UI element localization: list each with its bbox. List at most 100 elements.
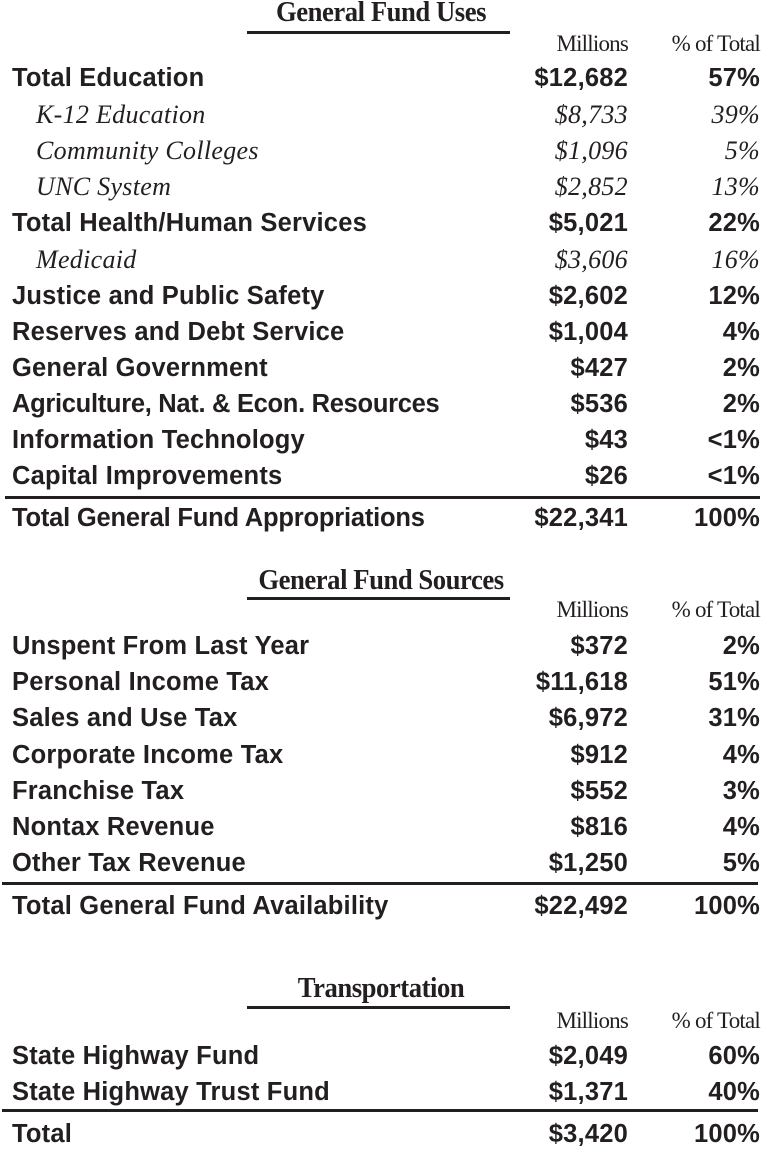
transportation-col-millions-header: Millions (556, 1008, 628, 1033)
sources-row: Corporate Income Tax $912 4% (0, 737, 762, 773)
transportation-col-pct-header: % of Total (671, 1008, 761, 1033)
row-value: $912 (570, 741, 628, 769)
uses-row: Agriculture, Nat. & Econ. Resources $536… (0, 386, 762, 422)
uses-row: Information Technology $43 <1% (0, 422, 762, 458)
row-pct: 16% (711, 245, 760, 274)
transportation-title: Transportation (297, 972, 465, 1004)
uses-row: Reserves and Debt Service $1,004 4% (0, 314, 762, 350)
sources-title: General Fund Sources (258, 564, 504, 596)
row-pct: 13% (711, 172, 760, 201)
row-value: $1,250 (548, 849, 628, 877)
row-value: $3,606 (554, 245, 628, 274)
row-label: Other Tax Revenue (12, 849, 246, 877)
row-label: Sales and Use Tax (12, 704, 238, 732)
sources-row: Sales and Use Tax $6,972 31% (0, 700, 762, 736)
sources-row: Unspent From Last Year $372 2% (0, 628, 762, 664)
transportation-total-row: Total $3,420 100% (0, 1116, 762, 1152)
row-label: State Highway Fund (12, 1042, 260, 1070)
uses-title: General Fund Uses (275, 0, 487, 28)
uses-title-underline (247, 31, 510, 34)
sources-row: Other Tax Revenue $1,250 5% (0, 845, 762, 881)
uses-total-row: Total General Fund Appropriations $22,34… (0, 500, 762, 536)
row-pct: 5% (724, 136, 760, 165)
row-value: $2,852 (554, 172, 628, 201)
row-label: Information Technology (12, 426, 305, 454)
row-pct: 60% (708, 1042, 760, 1070)
sources-col-millions-header: Millions (556, 597, 628, 622)
row-pct: 2% (722, 632, 760, 660)
row-value: $552 (570, 777, 628, 805)
uses-row: Community Colleges $1,096 5% (0, 133, 762, 169)
uses-row: UNC System $2,852 13% (0, 169, 762, 205)
row-label: Personal Income Tax (12, 668, 270, 696)
uses-total-divider (5, 496, 760, 499)
uses-row: Justice and Public Safety $2,602 12% (0, 278, 762, 314)
row-value: $2,602 (548, 282, 628, 310)
row-pct: 57% (708, 64, 760, 92)
uses-row: Total Education $12,682 57% (0, 60, 762, 96)
row-label: Medicaid (36, 245, 137, 274)
uses-row: Total Health/Human Services $5,021 22% (0, 205, 762, 241)
sources-row: Nontax Revenue $816 4% (0, 809, 762, 845)
row-value: $12,682 (534, 64, 628, 92)
row-label: Corporate Income Tax (12, 741, 284, 769)
transportation-title-underline (247, 1006, 510, 1009)
total-value: $22,341 (534, 504, 628, 532)
sources-title-underline (247, 597, 510, 600)
row-pct: 39% (711, 100, 760, 129)
row-pct: 2% (722, 390, 760, 418)
row-pct: 4% (722, 318, 760, 346)
row-pct: 4% (722, 741, 760, 769)
row-label: Capital Improvements (12, 462, 283, 490)
row-label: Total Health/Human Services (12, 209, 367, 237)
row-value: $43 (584, 426, 628, 454)
uses-col-pct-header: % of Total (671, 31, 761, 56)
row-pct: 5% (722, 849, 760, 877)
transportation-row: State Highway Trust Fund $1,371 40% (0, 1074, 762, 1110)
row-value: $2,049 (548, 1042, 628, 1070)
row-pct: 40% (708, 1078, 760, 1106)
total-label: Total General Fund Appropriations (12, 504, 425, 532)
sources-total-row: Total General Fund Availability $22,492 … (0, 888, 762, 924)
row-pct: 31% (708, 704, 760, 732)
row-label: Total Education (12, 64, 205, 92)
total-label: Total (12, 1120, 73, 1148)
row-pct: 12% (708, 282, 760, 310)
row-label: K-12 Education (36, 100, 206, 129)
sources-col-pct-header: % of Total (671, 597, 761, 622)
row-value: $5,021 (548, 209, 628, 237)
row-pct: 2% (722, 354, 760, 382)
row-value: $536 (570, 390, 628, 418)
row-label: Franchise Tax (12, 777, 185, 805)
row-value: $6,972 (548, 704, 628, 732)
uses-row: Medicaid $3,606 16% (0, 242, 762, 278)
row-label: Community Colleges (36, 136, 259, 165)
uses-col-millions-header: Millions (556, 31, 628, 56)
row-value: $1,096 (554, 136, 628, 165)
row-label: General Government (12, 354, 268, 382)
row-value: $1,371 (548, 1078, 628, 1106)
row-label: Agriculture, Nat. & Econ. Resources (12, 390, 440, 418)
row-value: $11,618 (535, 668, 628, 696)
row-pct: <1% (707, 426, 760, 454)
row-pct: 22% (708, 209, 760, 237)
row-label: State Highway Trust Fund (12, 1078, 330, 1106)
uses-row: Capital Improvements $26 <1% (0, 458, 762, 494)
row-label: Unspent From Last Year (12, 632, 310, 660)
total-pct: 100% (693, 892, 760, 920)
row-pct: 4% (722, 813, 760, 841)
transportation-row: State Highway Fund $2,049 60% (0, 1038, 762, 1074)
row-value: $8,733 (554, 100, 628, 129)
uses-row: General Government $427 2% (0, 350, 762, 386)
total-value: $3,420 (548, 1120, 628, 1148)
total-pct: 100% (693, 1120, 760, 1148)
row-value: $816 (570, 813, 628, 841)
row-label: Nontax Revenue (12, 813, 215, 841)
row-label: UNC System (36, 172, 172, 201)
row-value: $26 (584, 462, 628, 490)
total-label: Total General Fund Availability (12, 892, 389, 920)
row-label: Reserves and Debt Service (12, 318, 345, 346)
transportation-total-divider (2, 1109, 758, 1112)
row-pct: <1% (707, 462, 760, 490)
sources-total-divider (2, 882, 758, 885)
